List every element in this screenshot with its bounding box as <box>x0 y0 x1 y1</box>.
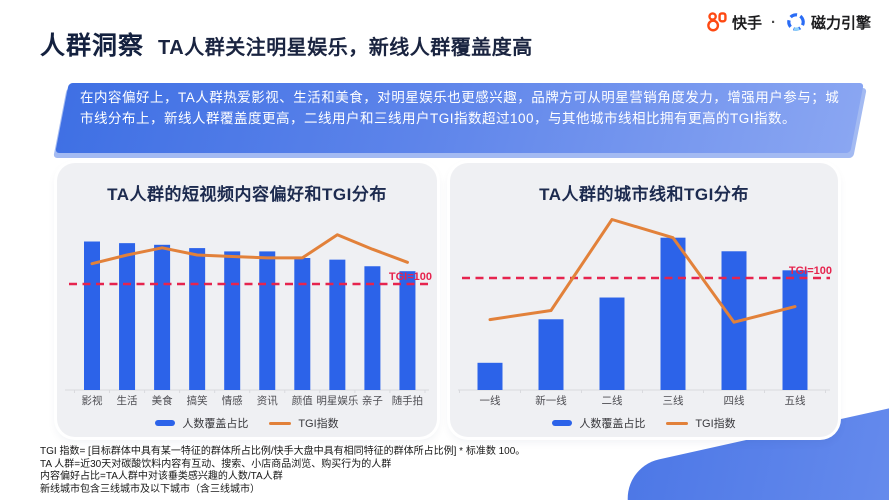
legend-right: 人数覆盖占比 TGI指数 <box>450 415 838 431</box>
legend-bar-label: 人数覆盖占比 <box>182 418 249 430</box>
section-label: 人群洞察 <box>40 32 145 60</box>
legend-bar-swatch <box>155 420 176 426</box>
legend-line-label: TGI指数 <box>298 418 339 430</box>
tgi-100-label: TGI=100 <box>789 265 832 277</box>
legend-line-swatch <box>666 421 689 425</box>
cili-engine-logo-icon <box>787 13 805 31</box>
x-axis-label: 美食 <box>151 395 173 407</box>
x-axis-label: 生活 <box>116 395 138 407</box>
footnote-1: TGI 指数= [目标群体中具有某一特征的群体所占比例/快手大盘中具有相同特征的… <box>40 446 526 457</box>
x-axis-label: 影视 <box>81 395 103 407</box>
brand-logos: 快手 · 磁力引擎 <box>706 11 871 33</box>
x-axis-label: 情感 <box>221 395 243 407</box>
footnote-3: 内容偏好占比=TA人群中对该垂类感兴趣的人数/TA人群 <box>40 471 283 483</box>
x-axis-label: 颜值 <box>291 395 313 407</box>
x-axis-label: 新一线 <box>535 395 567 407</box>
kuaishou-logo-icon <box>707 12 727 32</box>
content-preference-chart: TGI=100 <box>65 233 432 393</box>
summary-text: 在内容偏好上，TA人群热爱影视、生活和美食，对明星娱乐也更感兴趣，品牌方可从明星… <box>80 90 840 126</box>
bar-1 <box>119 243 136 390</box>
bar-7 <box>329 259 346 390</box>
x-axis-label: 二线 <box>601 395 623 407</box>
tgi-100-label: TGI=100 <box>389 271 432 283</box>
x-axis-label: 亲子 <box>361 395 383 407</box>
city-tier-chart: TGI=100 <box>458 218 832 393</box>
bar-4 <box>224 251 241 390</box>
bar-3 <box>189 248 206 390</box>
page-title: TA人群关注明星娱乐，新线人群覆盖度高 <box>158 37 533 59</box>
x-axis-labels-left: 影视 生活 美食 搞笑 情感 资讯 颜值 明星娱乐 亲子 随手拍 <box>57 393 437 408</box>
bar-5 <box>259 251 276 390</box>
tgi-line <box>90 233 409 266</box>
content-preference-chart-card: TA人群的短视频内容偏好和TGI分布 TGI=100 影视 生活 美食 搞笑 情感 资讯 颜… <box>57 163 437 437</box>
footnote-4: 新线城市包含三线城市及以下城市（含三线城市） <box>40 483 260 495</box>
chart-title-left: TA人群的短视频内容偏好和TGI分布 <box>107 185 387 204</box>
x-axis-label: 明星娱乐 <box>316 395 359 407</box>
bar-0 <box>477 362 503 390</box>
legend-bar-swatch <box>552 420 573 426</box>
tgi-line <box>488 218 797 324</box>
header: 人群洞察 TA人群关注明星娱乐，新线人群覆盖度高 <box>40 26 533 62</box>
x-axis-label: 搞笑 <box>186 395 208 407</box>
footnote-2: TA 人群=近30天对碳酸饮料内容有互动、搜索、小店商品浏览、购买行为的人群 <box>40 458 392 470</box>
footnotes: TGI 指数= [目标群体中具有某一特征的群体所占比例/快手大盘中具有相同特征的… <box>40 446 525 496</box>
x-axis-label: 三线 <box>662 395 684 407</box>
bar-2 <box>599 297 625 390</box>
x-axis-labels-right: 一线 新一线 二线 三线 四线 五线 <box>450 393 838 408</box>
chart-title-right: TA人群的城市线和TGI分布 <box>539 185 749 204</box>
x-axis-label: 资讯 <box>256 395 278 407</box>
x-axis-label: 随手拍 <box>391 395 424 407</box>
bar-1 <box>538 319 564 390</box>
bar-8 <box>364 266 381 390</box>
x-axis-label: 一线 <box>479 395 501 407</box>
legend-line-label: TGI指数 <box>695 418 736 430</box>
bar-2 <box>154 244 171 390</box>
city-tier-chart-card: TA人群的城市线和TGI分布 TGI=100 一线 新一线 二线 三线 四线 五线 人数覆… <box>450 163 838 437</box>
legend-bar-label: 人数覆盖占比 <box>579 418 646 430</box>
bar-0 <box>84 241 100 390</box>
logo-separator: · <box>770 13 776 31</box>
bar-6 <box>294 258 311 390</box>
x-axis-label: 四线 <box>723 395 745 407</box>
bar-9 <box>399 271 416 390</box>
x-axis-label: 五线 <box>784 395 806 407</box>
legend-left: 人数覆盖占比 TGI指数 <box>57 415 437 431</box>
kuaishou-logo-text: 快手 <box>731 14 762 32</box>
bar-3 <box>660 237 686 390</box>
bar-5 <box>782 270 808 390</box>
legend-line-swatch <box>269 421 292 425</box>
cili-engine-logo-text: 磁力引擎 <box>810 14 871 32</box>
